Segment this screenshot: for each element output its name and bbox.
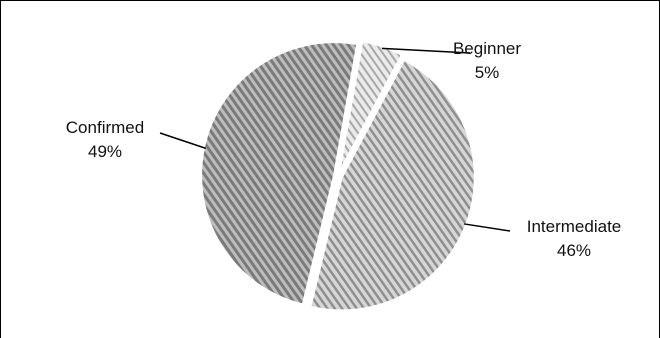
slice-value-beginner: 5% <box>475 63 500 82</box>
leader-line-beginner <box>381 47 471 54</box>
leader-line-confirmed <box>159 132 207 150</box>
pie-slices <box>200 40 476 312</box>
leader-lines <box>159 47 511 232</box>
slice-label-beginner: Beginner <box>453 39 521 58</box>
slice-label-intermediate: Intermediate <box>527 217 622 236</box>
pie-slice-beginner <box>338 40 404 173</box>
slice-value-confirmed: 49% <box>88 142 122 161</box>
slice-label-confirmed: Confirmed <box>66 118 144 137</box>
slice-value-intermediate: 46% <box>557 241 591 260</box>
slice-labels: Beginner 5% Intermediate 46% Confirmed 49% <box>66 39 621 260</box>
leader-line-intermediate <box>464 223 511 232</box>
